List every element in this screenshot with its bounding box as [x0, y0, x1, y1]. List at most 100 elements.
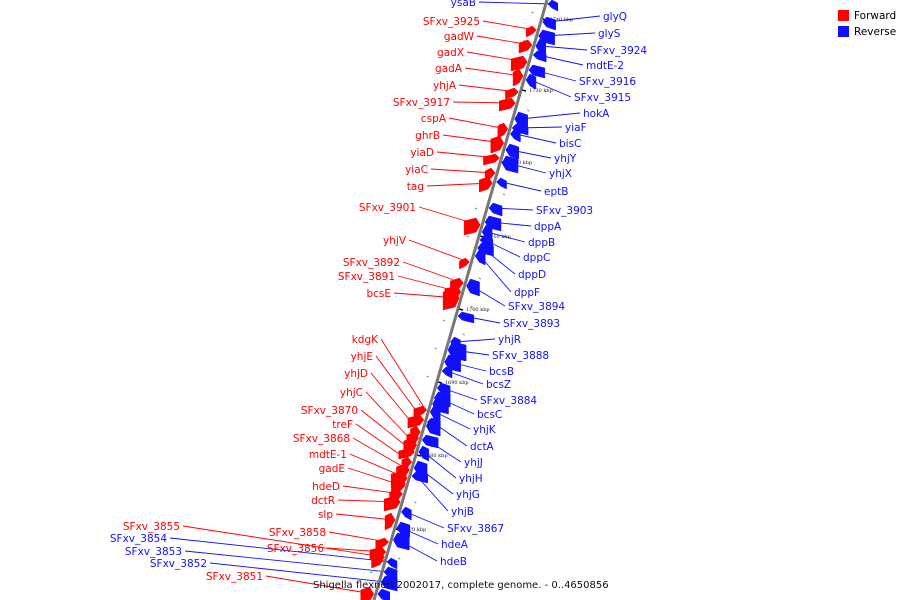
- reverse-gene-arrow: [386, 557, 398, 570]
- leader-sfxv-3855: [182, 525, 384, 558]
- minor-tick: [426, 375, 429, 378]
- gene-label-yhjr: yhjR: [498, 334, 521, 346]
- gene-label-dppa: dppA: [534, 221, 562, 233]
- leader-bisc: [515, 133, 557, 144]
- forward-gene-arrow: [407, 414, 425, 429]
- minor-tick: [369, 571, 373, 574]
- reverse-gene-arrow: [377, 588, 390, 600]
- genome-title: Shigella flexneri 2002017, complete geno…: [313, 580, 609, 591]
- gene-label-sfxv-3903: SFxv_3903: [536, 205, 593, 217]
- forward-gene-arrow: [526, 25, 537, 38]
- gene-labels: SFxv_3925 gadW gadX gadA yhjA SFxv_3917 cspA gh…: [110, 0, 648, 583]
- gene-label-yiad: yiaD: [410, 147, 434, 159]
- gene-label-sfxv-3855: SFxv_3855: [123, 521, 180, 533]
- gene-label-dppd: dppD: [518, 269, 546, 281]
- reverse-gene-arrow: [418, 445, 429, 462]
- leader-sfxv-3852: [209, 562, 387, 583]
- gene-label-glyq: glyQ: [603, 11, 627, 23]
- gene-label-dctr: dctR: [311, 495, 335, 507]
- minor-tick: [442, 319, 445, 322]
- minor-tick: [527, 109, 530, 112]
- gene-label-mdte-1: mdtE-1: [309, 449, 347, 461]
- gene-label-kdgk: kdgK: [352, 334, 379, 346]
- gene-label-tref: treF: [332, 419, 353, 431]
- forward-gene-arrow: [510, 55, 528, 72]
- leader-sfxv-3892: [402, 261, 463, 284]
- leader-glyq: [547, 15, 601, 23]
- leader-kdgk: [380, 338, 427, 411]
- gene-label-sfxv-3868: SFxv_3868: [293, 433, 350, 445]
- gene-label-sfxv-3925: SFxv_3925: [423, 16, 480, 28]
- reverse-gene-arrow: [393, 532, 410, 551]
- reverse-gene-arrow: [380, 575, 398, 592]
- reverse-gene-arrow: [501, 155, 519, 174]
- gene-label-sfxv-3891: SFxv_3891: [338, 271, 395, 283]
- forward-gene-arrow: [459, 257, 470, 270]
- legend-label-forward: Forward: [854, 10, 896, 22]
- reverse-gene-arrow: [432, 396, 449, 415]
- leader-gada: [464, 67, 523, 77]
- reverse-gene-arrow: [457, 311, 475, 324]
- reverse-gene-arrow: [547, 0, 559, 12]
- reverse-gene-arrow: [528, 64, 546, 79]
- forward-gene-arrow: [391, 477, 406, 494]
- gene-label-bcsc: bcsC: [477, 409, 502, 421]
- leader-yhjb: [416, 475, 449, 512]
- minor-tick: [418, 403, 421, 406]
- reverse-gene-arrow: [396, 521, 411, 538]
- gene-label-sfxv-3917: SFxv_3917: [393, 97, 450, 109]
- forward-gene-arrow: [497, 122, 509, 139]
- leader-sfxv-3868: [352, 437, 409, 471]
- gene-label-mdte-2: mdtE-2: [586, 60, 624, 72]
- legend: Forward Reverse: [838, 10, 896, 38]
- reverse-gene-arrow: [383, 566, 398, 581]
- gene-label-hdea: hdeA: [441, 539, 469, 551]
- gene-label-bcse: bcsE: [366, 288, 391, 300]
- leader-sfxv-3867: [406, 511, 445, 529]
- gene-label-hded: hdeD: [312, 481, 340, 493]
- minor-tick: [414, 501, 417, 504]
- forward-gene-arrow: [505, 87, 519, 100]
- gene-label-yhja: yhjA: [433, 80, 457, 92]
- legend-label-reverse: Reverse: [854, 26, 896, 38]
- reverse-gene-arrow: [444, 356, 459, 371]
- leader-sfxv-3851: [265, 575, 373, 595]
- leader-yhjh: [423, 451, 457, 479]
- gene-label-yhjc: yhjC: [340, 387, 363, 399]
- gene-label-bcsz: bcsZ: [486, 379, 511, 391]
- gene-label-sfxv-3892: SFxv_3892: [343, 257, 400, 269]
- reverse-gene-arrow: [525, 73, 537, 90]
- gene-label-sfxv-3851: SFxv_3851: [206, 571, 263, 583]
- gene-label-yhjg: yhjG: [456, 489, 480, 501]
- legend-swatch-forward: [838, 10, 849, 21]
- minor-tick: [502, 193, 506, 196]
- gene-label-yhjy: yhjY: [554, 153, 577, 165]
- leader-sfxv-3915: [530, 79, 572, 98]
- minor-tick: [531, 11, 534, 14]
- forward-gene-arrow: [446, 285, 462, 302]
- leader-ysab: [478, 1, 553, 5]
- forward-gene-arrow: [413, 405, 428, 418]
- forward-gene-arrow: [371, 554, 384, 569]
- reverse-gene-arrow: [447, 341, 467, 362]
- gene-label-sfxv-3856: SFxv_3856: [267, 543, 324, 555]
- reverse-gene-arrow: [401, 506, 412, 521]
- gene-features: [360, 0, 559, 600]
- leader-yhjk: [435, 411, 471, 430]
- tick-label: 1730 kbp: [529, 88, 553, 94]
- gene-label-slp: slp: [318, 509, 333, 521]
- gene-label-dcta: dctA: [470, 441, 495, 453]
- minor-tick: [466, 235, 470, 238]
- reverse-gene-arrow: [436, 382, 451, 397]
- forward-gene-arrow: [478, 176, 493, 193]
- gene-label-yhjk: yhjK: [473, 424, 497, 436]
- gene-label-gadw: gadW: [444, 31, 475, 43]
- forward-gene-arrow: [398, 447, 416, 460]
- gene-label-sfxv-3893: SFxv_3893: [503, 318, 560, 330]
- forward-gene-arrow: [512, 68, 524, 87]
- reverse-gene-arrow: [425, 418, 441, 437]
- forward-gene-arrow: [490, 135, 505, 154]
- gene-label-bisc: bisC: [559, 138, 581, 150]
- tick-mark: [458, 308, 464, 311]
- reverse-gene-arrow: [466, 278, 480, 297]
